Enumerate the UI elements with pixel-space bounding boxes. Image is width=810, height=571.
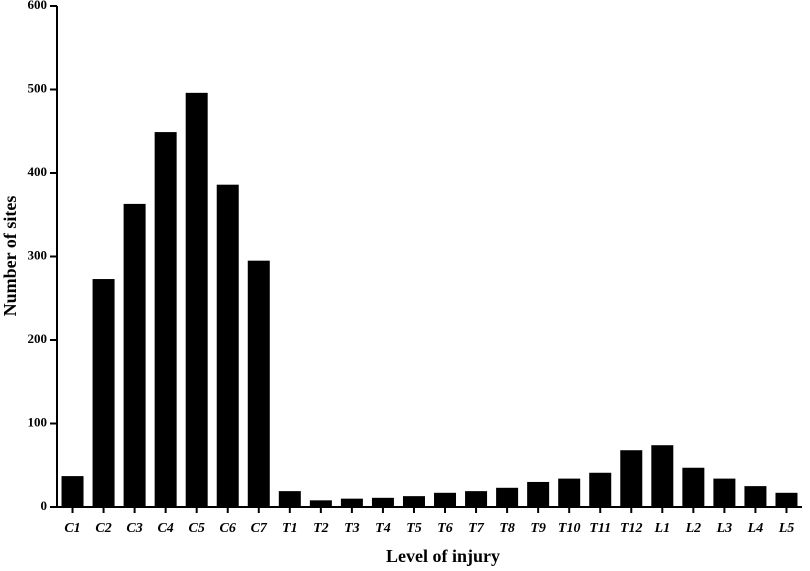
- bar: [775, 492, 798, 507]
- bar: [465, 491, 488, 507]
- bar: [527, 481, 550, 507]
- x-tick-label: T3: [344, 521, 360, 536]
- x-tick-label: T10: [558, 521, 581, 536]
- bar: [216, 184, 239, 507]
- y-tick-label: 300: [28, 247, 48, 262]
- bar: [558, 478, 581, 507]
- x-tick-label: T5: [406, 521, 422, 536]
- y-tick-label: 0: [41, 498, 48, 513]
- y-tick-label: 100: [28, 414, 48, 429]
- x-tick-label: T4: [375, 521, 391, 536]
- x-tick-label: C4: [157, 521, 173, 536]
- bar: [682, 467, 705, 507]
- bar: [744, 486, 767, 507]
- y-axis-title: Number of sites: [0, 196, 20, 317]
- x-tick-label: C7: [251, 521, 268, 536]
- x-tick-label: T1: [282, 521, 298, 536]
- bar: [651, 445, 674, 507]
- x-tick-label: C3: [126, 521, 142, 536]
- x-tick-label: T9: [530, 521, 546, 536]
- y-tick-label: 600: [28, 0, 48, 12]
- x-tick-label: L5: [778, 521, 795, 536]
- bar: [123, 203, 146, 507]
- x-tick-label: L4: [747, 521, 764, 536]
- bar: [154, 132, 177, 507]
- x-tick-label: L2: [685, 521, 702, 536]
- bar: [713, 478, 736, 507]
- bar: [340, 498, 363, 507]
- x-axis-title: Level of injury: [386, 546, 500, 566]
- x-tick-label: C5: [189, 521, 205, 536]
- bar: [185, 92, 208, 507]
- x-tick-label: T12: [620, 521, 643, 536]
- bar: [247, 260, 270, 507]
- x-tick-label: T8: [499, 521, 515, 536]
- x-tick-label: T6: [437, 521, 453, 536]
- x-tick-label: T11: [589, 521, 611, 536]
- bar: [309, 500, 332, 507]
- bar: [61, 476, 84, 507]
- y-tick-label: 500: [28, 80, 48, 95]
- bar: [402, 496, 425, 507]
- x-tick-label: C1: [64, 521, 80, 536]
- bar: [92, 279, 115, 507]
- bar: [589, 472, 612, 507]
- bar: [278, 491, 301, 507]
- bar: [496, 487, 519, 507]
- x-tick-label: C2: [95, 521, 111, 536]
- x-tick-label: T2: [313, 521, 329, 536]
- y-tick-label: 400: [28, 164, 48, 179]
- x-tick-label: L3: [716, 521, 733, 536]
- bar: [434, 492, 457, 507]
- y-tick-label: 200: [28, 331, 48, 346]
- bar: [371, 497, 394, 507]
- x-tick-label: T7: [468, 521, 485, 536]
- x-tick-label: C6: [220, 521, 236, 536]
- x-tick-label: L1: [654, 521, 671, 536]
- bar: [620, 450, 643, 507]
